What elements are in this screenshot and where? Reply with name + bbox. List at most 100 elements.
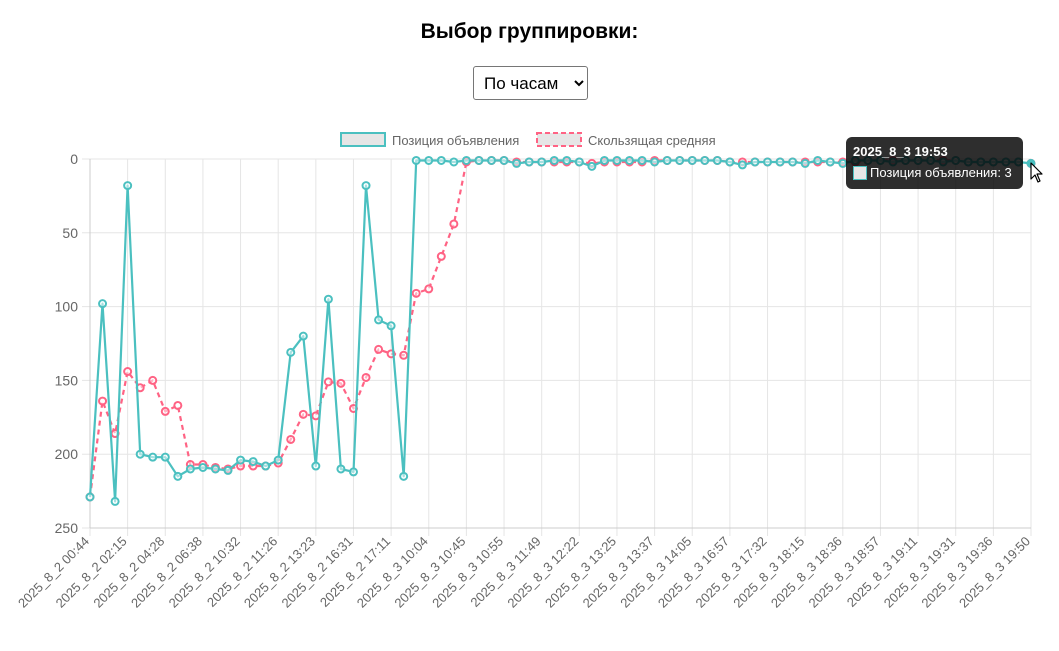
moving-average-data-point[interactable] <box>286 434 296 444</box>
position-data-point[interactable] <box>712 155 722 165</box>
position-data-point[interactable] <box>800 158 810 168</box>
moving-average-data-point[interactable] <box>148 375 158 385</box>
chart-legend[interactable]: Позиция объявления Скользящая средняя <box>340 132 716 148</box>
position-data-point[interactable] <box>499 155 509 165</box>
position-data-point[interactable] <box>700 155 710 165</box>
y-tick-label: 150 <box>55 372 79 388</box>
position-data-point[interactable] <box>210 464 220 474</box>
position-data-point[interactable] <box>361 181 371 191</box>
position-data-point[interactable] <box>311 461 321 471</box>
position-data-point[interactable] <box>173 471 183 481</box>
position-data-point[interactable] <box>110 496 120 506</box>
position-data-point[interactable] <box>625 155 635 165</box>
moving-average-data-point[interactable] <box>298 409 308 419</box>
position-data-point[interactable] <box>273 455 283 465</box>
position-data-point[interactable] <box>524 157 534 167</box>
moving-average-data-point[interactable] <box>311 411 321 421</box>
tooltip-title: 2025_8_3 19:53 <box>853 144 948 159</box>
position-data-point[interactable] <box>223 465 233 475</box>
legend-label-position[interactable]: Позиция объявления <box>392 133 519 148</box>
position-data-point[interactable] <box>148 452 158 462</box>
moving-average-data-point[interactable] <box>399 350 409 360</box>
y-tick-label: 100 <box>55 299 79 315</box>
position-data-point[interactable] <box>85 492 95 502</box>
position-data-point[interactable] <box>725 157 735 167</box>
position-data-point[interactable] <box>737 160 747 170</box>
position-data-point[interactable] <box>386 321 396 331</box>
legend-swatch-position[interactable] <box>340 132 386 147</box>
position-data-point[interactable] <box>599 155 609 165</box>
y-tick-label: 0 <box>70 151 78 167</box>
page-title: Выбор группировки: <box>420 20 639 43</box>
position-data-point[interactable] <box>160 452 170 462</box>
moving-average-data-point[interactable] <box>449 219 459 229</box>
position-data-point[interactable] <box>323 294 333 304</box>
position-data-point[interactable] <box>562 155 572 165</box>
chart-grid <box>82 158 1032 536</box>
position-data-point[interactable] <box>298 331 308 341</box>
position-data-point[interactable] <box>825 157 835 167</box>
position-data-point[interactable] <box>98 299 108 309</box>
position-data-point[interactable] <box>123 181 133 191</box>
position-data-point[interactable] <box>587 161 597 171</box>
position-data-point[interactable] <box>650 157 660 167</box>
y-tick-label: 250 <box>55 520 79 536</box>
position-data-point[interactable] <box>687 155 697 165</box>
position-data-point[interactable] <box>461 155 471 165</box>
moving-average-data-point[interactable] <box>411 288 421 298</box>
mouse-cursor-icon <box>1030 162 1043 183</box>
moving-average-data-point[interactable] <box>361 372 371 382</box>
tooltip-color-swatch <box>853 165 867 180</box>
position-data-point[interactable] <box>612 155 622 165</box>
moving-average-data-point[interactable] <box>160 406 170 416</box>
moving-average-data-point[interactable] <box>173 400 183 410</box>
moving-average-data-point[interactable] <box>323 377 333 387</box>
position-data-point[interactable] <box>537 157 547 167</box>
position-data-point[interactable] <box>399 471 409 481</box>
y-tick-label: 50 <box>62 225 78 241</box>
position-data-point[interactable] <box>675 155 685 165</box>
position-data-point[interactable] <box>662 155 672 165</box>
position-data-point[interactable] <box>813 155 823 165</box>
tooltip-label: Позиция объявления: 3 <box>870 165 1012 180</box>
moving-average-data-point[interactable] <box>374 344 384 354</box>
position-data-point[interactable] <box>637 155 647 165</box>
grouping-select[interactable]: По часам <box>473 66 588 100</box>
y-axis: 0 50 100 150 200 250 <box>55 151 79 536</box>
position-data-point[interactable] <box>286 347 296 357</box>
position-data-point[interactable] <box>336 464 346 474</box>
position-data-point[interactable] <box>198 462 208 472</box>
position-data-point[interactable] <box>436 155 446 165</box>
chart-series <box>85 155 1036 506</box>
moving-average-data-point[interactable] <box>436 251 446 261</box>
position-data-point[interactable] <box>574 157 584 167</box>
position-data-point[interactable] <box>374 315 384 325</box>
position-data-point[interactable] <box>236 455 246 465</box>
position-data-point[interactable] <box>348 467 358 477</box>
chart-tooltip: 2025_8_3 19:53 Позиция объявления: 3 <box>846 137 1023 189</box>
position-data-point[interactable] <box>424 155 434 165</box>
moving-average-data-point[interactable] <box>123 367 133 377</box>
position-data-point[interactable] <box>411 155 421 165</box>
position-data-point[interactable] <box>549 155 559 165</box>
position-data-point[interactable] <box>763 157 773 167</box>
position-data-point[interactable] <box>185 464 195 474</box>
position-data-point[interactable] <box>135 449 145 459</box>
position-data-point[interactable] <box>474 155 484 165</box>
moving-average-data-point[interactable] <box>424 284 434 294</box>
moving-average-data-point[interactable] <box>98 396 108 406</box>
position-data-point[interactable] <box>788 157 798 167</box>
legend-swatch-moving-average[interactable] <box>536 132 582 147</box>
position-data-point[interactable] <box>248 457 258 467</box>
position-data-point[interactable] <box>775 157 785 167</box>
position-data-point[interactable] <box>486 155 496 165</box>
legend-label-moving-average[interactable]: Скользящая средняя <box>588 133 716 148</box>
position-data-point[interactable] <box>750 157 760 167</box>
position-data-point[interactable] <box>449 157 459 167</box>
y-tick-label: 200 <box>55 446 79 462</box>
moving-average-data-point[interactable] <box>336 378 346 388</box>
position-data-point[interactable] <box>261 461 271 471</box>
position-data-point[interactable] <box>512 158 522 168</box>
